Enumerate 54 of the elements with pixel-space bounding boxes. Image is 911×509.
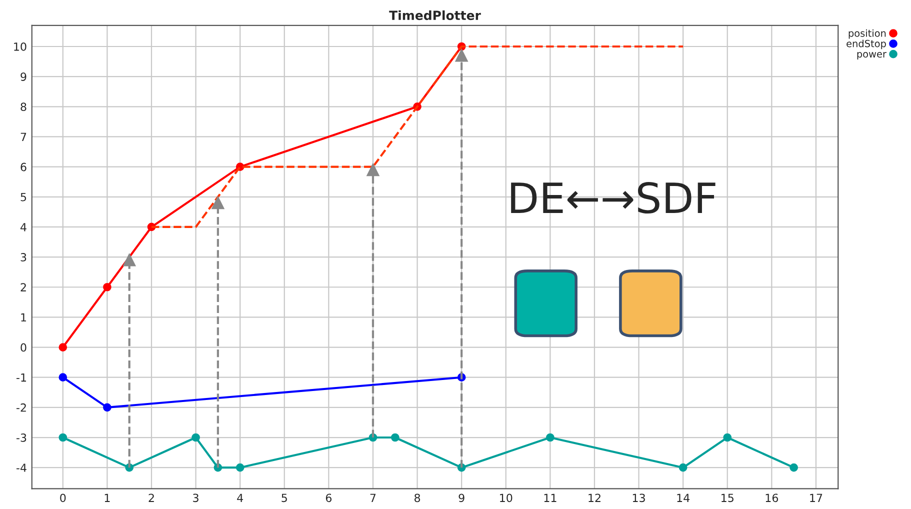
y-tick-label: -2 [16, 403, 26, 412]
point [58, 373, 68, 382]
point [390, 433, 400, 442]
point [455, 49, 468, 62]
chart-title: TimedPlotter [389, 10, 481, 20]
legend-label: position [848, 29, 886, 39]
point [192, 433, 200, 442]
x-tick-label: 13 [632, 494, 645, 502]
y-tick-label: 5 [20, 193, 26, 202]
annotation: DE←→SDF [511, 182, 716, 214]
point [236, 463, 244, 472]
x-tick-label: 16 [766, 494, 778, 502]
y-tick-label: 10 [14, 42, 26, 51]
legend-label: endStop [846, 40, 886, 50]
point [678, 463, 688, 472]
y-tick-label: 2 [20, 283, 26, 292]
x-tick-label: 4 [237, 494, 243, 502]
point [58, 343, 68, 352]
point [58, 433, 68, 442]
x-tick-label: 10 [500, 494, 512, 502]
x-tick-label: 5 [282, 494, 287, 502]
x-tick-label: 15 [722, 494, 734, 502]
y-tick-label: 7 [20, 132, 26, 141]
x-tick-label: 1 [104, 494, 110, 502]
y-tick-label: -3 [16, 433, 26, 442]
x-tick-label: 9 [458, 494, 464, 502]
point [123, 254, 136, 266]
y-tick-label: 6 [20, 162, 26, 172]
y-tick-label: 4 [20, 223, 26, 232]
y-tick-label: 1 [21, 313, 26, 322]
x-tick-label: 17 [810, 494, 822, 502]
y-tick-label: 9 [20, 72, 26, 81]
point [103, 282, 112, 292]
x-tick-label: 11 [544, 494, 556, 502]
x-tick-label: 2 [148, 494, 154, 502]
point [723, 433, 732, 442]
point [212, 196, 224, 210]
x-tick-label: 12 [588, 494, 600, 502]
x-tick-label: 7 [370, 494, 376, 502]
y-tick-label: 8 [20, 102, 26, 112]
x-tick-label: 8 [414, 494, 420, 502]
y-tick-label: 3 [20, 253, 26, 262]
y-tick-label: -4 [16, 464, 26, 472]
point [790, 463, 798, 472]
y-tick-label: -1 [16, 373, 26, 382]
y-tick-label: 0 [20, 343, 26, 352]
x-tick-label: 3 [193, 494, 198, 502]
point [546, 433, 554, 442]
x-tick-label: 0 [60, 494, 66, 502]
point [103, 403, 112, 412]
x-tick-label: 6 [326, 494, 332, 502]
legend-label: power [857, 52, 886, 60]
x-tick-label: 14 [677, 494, 690, 502]
point [366, 164, 380, 176]
